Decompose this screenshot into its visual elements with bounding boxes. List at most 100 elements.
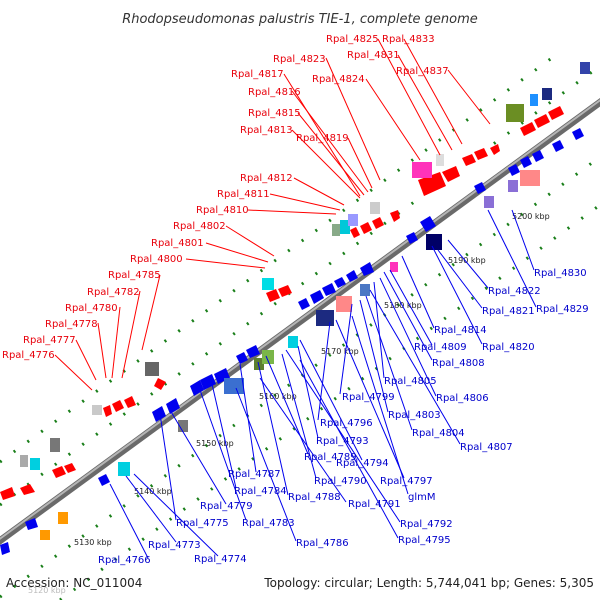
gene-label: Rpal_4813 bbox=[240, 125, 293, 136]
gene-label: Rpal_4821 bbox=[482, 306, 535, 317]
gene-label: Rpal_4815 bbox=[248, 108, 301, 119]
gene-label: Rpal_4789 bbox=[304, 452, 357, 463]
gene-reverse bbox=[474, 182, 486, 194]
gene-label: Rpal_4779 bbox=[200, 501, 253, 512]
tick-label: 5190 kbp bbox=[448, 256, 486, 265]
gene-forward bbox=[52, 466, 66, 478]
gene-reverse bbox=[298, 298, 310, 310]
gene-reverse bbox=[532, 150, 544, 162]
gene-forward bbox=[154, 378, 166, 390]
gene-label: Rpal_4786 bbox=[296, 538, 349, 549]
gene-reverse bbox=[334, 277, 346, 288]
gene-forward bbox=[350, 227, 360, 238]
map-title: Rhodopseudomonas palustris TIE-1, comple… bbox=[122, 12, 478, 27]
tick-label: 5200 kbp bbox=[512, 212, 550, 221]
outer-track-dots bbox=[0, 50, 600, 600]
gene-label: Rpal_4823 bbox=[273, 54, 326, 65]
gene-reverse bbox=[322, 283, 336, 296]
gene-forward bbox=[278, 285, 292, 297]
gene-forward bbox=[490, 144, 500, 155]
gene-reverse bbox=[346, 270, 358, 282]
gene-reverse bbox=[166, 398, 180, 414]
gene-label: Rpal_4795 bbox=[398, 535, 451, 546]
gene-reverse bbox=[508, 164, 520, 176]
gene-forward bbox=[64, 463, 76, 473]
gene-forward bbox=[390, 210, 400, 222]
gene-label: Rpal_4782 bbox=[87, 287, 140, 298]
gene-label: Rpal_4766 bbox=[98, 555, 151, 566]
gene-forward bbox=[548, 106, 564, 120]
gene-label: Rpal_4778 bbox=[45, 319, 98, 330]
gene-label: Rpal_4780 bbox=[65, 303, 118, 314]
gene-label: Rpal_4806 bbox=[436, 393, 489, 404]
gene-label: Rpal_4829 bbox=[536, 304, 589, 315]
gene-label: Rpal_4803 bbox=[388, 410, 441, 421]
gene-reverse bbox=[152, 406, 166, 422]
accession-text: Accession: NC_011004 bbox=[6, 576, 142, 590]
position-ticks: 5120 kbp 5130 kbp 5140 kbp 5150 kbp 5160… bbox=[28, 212, 550, 595]
gene-reverse bbox=[310, 290, 324, 304]
genome-info-text: Topology: circular; Length: 5,744,041 bp… bbox=[263, 576, 594, 590]
forward-strand-colored-genes bbox=[20, 62, 590, 470]
tick-label: 5120 kbp bbox=[28, 586, 66, 595]
gene-label: Rpal_4775 bbox=[176, 518, 229, 529]
gene-label: Rpal_4816 bbox=[248, 87, 301, 98]
forward-label-leaders bbox=[54, 38, 491, 391]
gene-label: Rpal_4800 bbox=[130, 254, 183, 265]
gene-label: Rpal_4787 bbox=[228, 469, 281, 480]
gene-label: Rpal_4822 bbox=[488, 286, 541, 297]
gene-forward bbox=[124, 396, 136, 408]
gene-label: Rpal_4784 bbox=[234, 486, 287, 497]
tick-label: 5150 kbp bbox=[196, 439, 234, 448]
gene-forward bbox=[103, 405, 112, 417]
gene-label: Rpal_4773 bbox=[148, 540, 201, 551]
gene-reverse bbox=[246, 345, 260, 358]
gene-label: Rpal_4810 bbox=[196, 205, 249, 216]
gene-reverse bbox=[0, 542, 10, 555]
gene-forward bbox=[372, 217, 384, 229]
gene-label: Rpal_4805 bbox=[384, 376, 437, 387]
gene-label: Rpal_4809 bbox=[414, 342, 467, 353]
gene-label: Rpal_4788 bbox=[288, 492, 341, 503]
gene-reverse bbox=[520, 156, 532, 168]
reverse-label-leaders bbox=[109, 209, 537, 559]
gene-label: Rpal_4833 bbox=[382, 34, 435, 45]
gene-forward bbox=[462, 154, 476, 166]
gene-label: Rpal_4825 bbox=[326, 34, 379, 45]
gene-label: Rpal_4808 bbox=[432, 358, 485, 369]
gene-label: Rpal_4831 bbox=[347, 50, 400, 61]
gene-label: Rpal_4791 bbox=[348, 499, 401, 510]
gene-reverse bbox=[552, 140, 564, 152]
gene-forward bbox=[112, 400, 124, 412]
gene-label: Rpal_4785 bbox=[108, 270, 161, 281]
gene-label: glmM bbox=[408, 492, 436, 503]
gene-label: Rpal_4819 bbox=[296, 133, 349, 144]
gene-label: Rpal_4820 bbox=[482, 342, 535, 353]
gene-label: Rpal_4817 bbox=[231, 69, 284, 80]
gene-label: Rpal_4793 bbox=[316, 436, 369, 447]
gene-label: Rpal_4783 bbox=[242, 518, 295, 529]
gene-reverse bbox=[25, 518, 38, 530]
gene-forward bbox=[266, 289, 280, 302]
gene-label: Rpal_4802 bbox=[173, 221, 226, 232]
gene-label: Rpal_4777 bbox=[23, 335, 76, 346]
gene-forward bbox=[20, 484, 35, 495]
forward-strand-genes bbox=[0, 106, 564, 500]
gene-label: Rpal_4790 bbox=[314, 476, 367, 487]
reverse-strand-genes bbox=[0, 128, 584, 555]
gene-forward bbox=[520, 122, 536, 136]
gene-label: Rpal_4776 bbox=[2, 350, 55, 361]
gene-label: Rpal_4774 bbox=[194, 554, 247, 565]
gene-forward bbox=[474, 148, 488, 160]
gene-forward bbox=[360, 222, 372, 234]
genome-backbone-highlight bbox=[0, 99, 600, 540]
gene-label: Rpal_4812 bbox=[240, 173, 293, 184]
gene-forward bbox=[534, 114, 550, 128]
gene-label: Rpal_4796 bbox=[320, 418, 373, 429]
gene-label: Rpal_4837 bbox=[396, 66, 449, 77]
forward-gene-labels: Rpal_4776 Rpal_4777 Rpal_4778 Rpal_4780 … bbox=[2, 34, 449, 361]
gene-reverse bbox=[406, 232, 418, 244]
gene-label: Rpal_4824 bbox=[312, 74, 365, 85]
